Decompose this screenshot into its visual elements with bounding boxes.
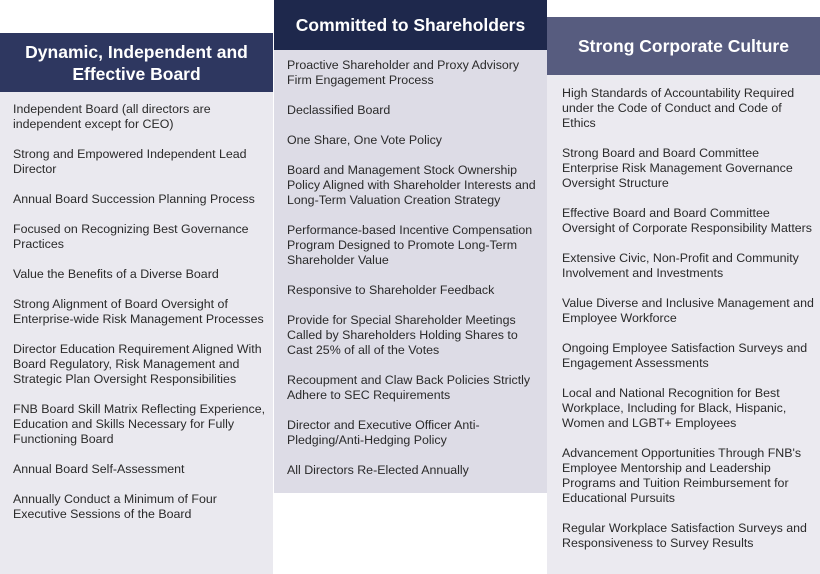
column-title: Strong Corporate Culture [547,17,820,75]
list-item: Focused on Recognizing Best Governance P… [13,222,249,251]
list-item: Annually Conduct a Minimum of Four Execu… [13,492,217,521]
list-item: Local and National Recognition for Best … [562,386,787,430]
list-item: Recoupment and Claw Back Policies Strict… [287,373,531,402]
list-item: Director and Executive Officer Anti-Pled… [287,418,480,447]
list-item: Director Education Requirement Aligned W… [13,342,262,386]
list-item: Provide for Special Shareholder Meetings… [287,313,518,357]
list-item: Responsive to Shareholder Feedback [287,283,495,297]
column: Strong Corporate Culture High Standards … [547,17,820,574]
column-title: Committed to Shareholders [274,0,547,50]
list-item: Ongoing Employee Satisfaction Surveys an… [562,341,808,370]
list-item: One Share, One Vote Policy [287,133,442,147]
list-item: Strong and Empowered Independent Lead Di… [13,147,247,176]
list-item: FNB Board Skill Matrix Reflecting Experi… [13,402,266,446]
list-item: Proactive Shareholder and Proxy Advisory… [287,58,520,87]
list-item: All Directors Re-Elected Annually [287,463,469,477]
item-list: Proactive Shareholder and Proxy Advisory… [274,50,547,493]
item-list: Independent Board (all directors are ind… [0,92,273,574]
list-item: Advancement Opportunities Through FNB's … [562,446,802,505]
list-item: Performance-based Incentive Compensation… [287,223,533,267]
list-item: Effective Board and Board Committee Over… [562,206,812,235]
list-item: Strong Alignment of Board Oversight of E… [13,297,264,326]
column-title: Dynamic, Independent and Effective Board [0,33,273,92]
list-item: Annual Board Self-Assessment [13,462,185,476]
list-item: Regular Workplace Satisfaction Surveys a… [562,521,807,550]
list-item: Value Diverse and Inclusive Management a… [562,296,814,325]
list-item: Board and Management Stock Ownership Pol… [287,163,536,207]
list-item: Declassified Board [287,103,391,117]
list-item: Strong Board and Board Committee Enterpr… [562,146,793,190]
column: Committed to Shareholders Proactive Shar… [274,0,547,493]
list-item: High Standards of Accountability Require… [562,86,795,130]
item-list: High Standards of Accountability Require… [547,75,820,574]
list-item: Independent Board (all directors are ind… [13,102,211,131]
list-item: Annual Board Succession Planning Process [13,192,255,206]
column: Dynamic, Independent and Effective Board… [0,33,273,574]
list-item: Value the Benefits of a Diverse Board [13,267,219,281]
list-item: Extensive Civic, Non-Profit and Communit… [562,251,799,280]
